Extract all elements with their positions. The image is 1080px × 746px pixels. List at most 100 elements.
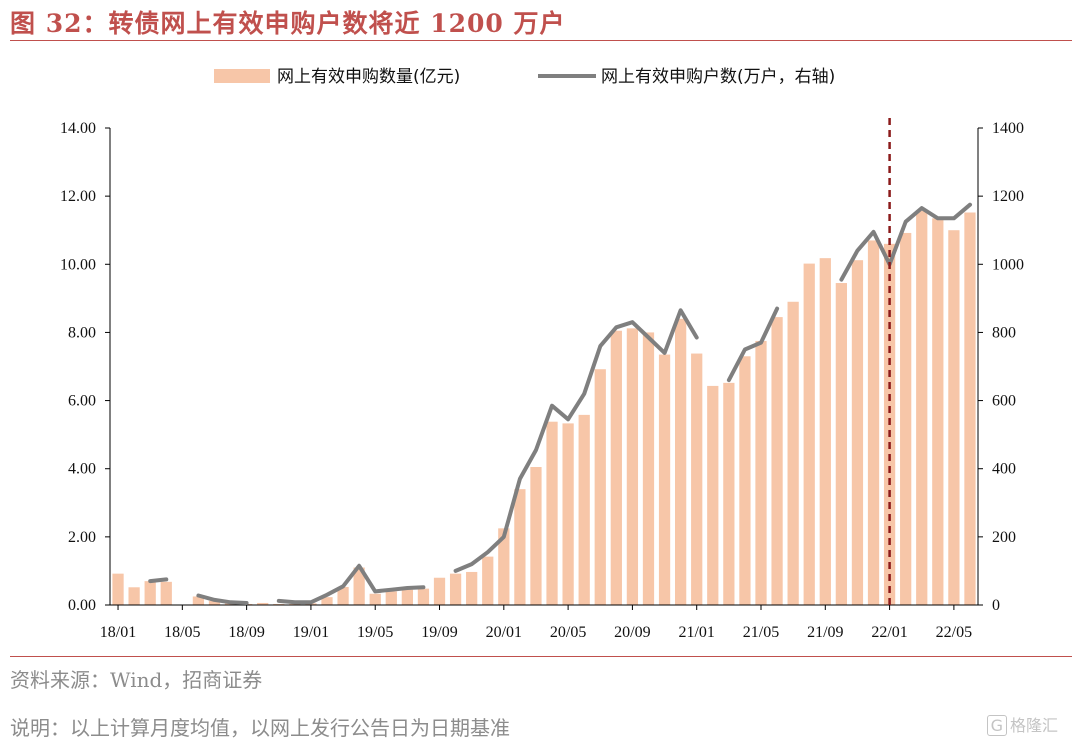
- bar: [803, 263, 815, 605]
- bar: [771, 317, 783, 605]
- axes: 0.00 2.00 4.00 6.00 8.00 10.00 12.00 14.00 0 200 4…: [60, 120, 1024, 641]
- x-tick-label: 18/01: [100, 624, 136, 641]
- source-note: 资料来源：Wind，招商证券: [10, 668, 263, 692]
- right-tick-label: 1200: [992, 188, 1024, 205]
- bar: [128, 587, 140, 605]
- left-tick-label: 14.00: [60, 120, 96, 137]
- left-tick-label: 0.00: [68, 597, 96, 614]
- bar: [417, 588, 430, 605]
- bar: [369, 593, 381, 605]
- x-tick-label: 22/01: [871, 624, 907, 641]
- right-tick-label: 1000: [992, 256, 1024, 273]
- logo-mark: G: [986, 715, 1007, 736]
- x-tick-label: 22/05: [936, 624, 972, 641]
- bar: [578, 414, 590, 605]
- bar: [916, 210, 928, 605]
- left-tick-label: 6.00: [68, 393, 96, 410]
- x-tick-label: 18/05: [164, 624, 200, 641]
- bar: [289, 603, 301, 605]
- figure-title: 图 32：转债网上有效申购户数将近 1200 万户: [10, 9, 566, 38]
- bar: [401, 589, 413, 605]
- right-tick-label: 1400: [992, 120, 1024, 137]
- bar: [257, 602, 269, 605]
- line-segment: [453, 308, 699, 573]
- line-segment: [276, 563, 426, 605]
- bar: [273, 603, 285, 605]
- logo-text: 格隆汇: [1009, 716, 1058, 735]
- bar: [594, 369, 606, 605]
- right-tick-label: 0: [992, 597, 1000, 614]
- x-tick-label: 19/01: [293, 624, 329, 641]
- x-tick-label: 21/05: [743, 624, 779, 641]
- bar: [851, 260, 864, 605]
- legend: 网上有效申购数量(亿元) 网上有效申购户数(万户，右轴): [214, 67, 835, 87]
- bar: [964, 212, 976, 606]
- bar: [192, 596, 205, 605]
- bar: [449, 573, 462, 605]
- watermark-logo: G 格隆汇: [986, 712, 1058, 736]
- bar: [112, 573, 124, 605]
- right-tick-label: 800: [992, 324, 1016, 341]
- bar: [900, 232, 912, 605]
- bar: [498, 528, 510, 605]
- bar: [337, 586, 349, 605]
- line-segment: [726, 306, 780, 383]
- x-tick-label: 19/09: [421, 624, 457, 641]
- bar: [707, 385, 719, 605]
- x-tick-label: 19/05: [357, 624, 393, 641]
- line-segment: [196, 593, 249, 605]
- method-note: 说明：以上计算月度均值，以网上发行公告日为日期基准: [10, 716, 510, 740]
- bar: [433, 577, 446, 605]
- left-tick-label: 10.00: [60, 256, 96, 273]
- x-tick-label: 20/01: [486, 624, 522, 641]
- legend-swatch-bar: [214, 69, 270, 83]
- bar: [867, 240, 880, 605]
- bar: [208, 600, 221, 605]
- bar: [385, 591, 397, 605]
- line-segment: [148, 577, 169, 584]
- bar: [835, 283, 847, 605]
- bar: [514, 489, 526, 605]
- x-tick-label: 20/09: [614, 624, 650, 641]
- bar: [691, 353, 703, 605]
- right-tick-label: 200: [992, 529, 1016, 546]
- left-tick-label: 4.00: [68, 461, 96, 478]
- legend-label-bar: 网上有效申购数量(亿元): [277, 67, 460, 87]
- bar: [353, 567, 365, 605]
- bar: [819, 258, 831, 605]
- x-tick-label: 21/09: [807, 624, 843, 641]
- bar: [755, 340, 767, 605]
- bar: [321, 597, 333, 605]
- bar: [546, 421, 558, 605]
- bar: [610, 330, 622, 605]
- line-segment: [839, 202, 972, 282]
- title-rule: [10, 40, 1072, 41]
- bar: [787, 301, 799, 605]
- bar: [144, 581, 156, 605]
- bar: [626, 328, 639, 605]
- bar: [723, 382, 735, 605]
- right-tick-label: 600: [992, 393, 1016, 410]
- x-tick-label: 18/09: [228, 624, 264, 641]
- bar: [482, 556, 494, 605]
- bar: [530, 467, 542, 605]
- right-tick-label: 400: [992, 461, 1016, 478]
- legend-label-line: 网上有效申购户数(万户，右轴): [601, 67, 835, 87]
- bar: [562, 423, 574, 605]
- left-tick-label: 2.00: [68, 529, 96, 546]
- line-series: [148, 202, 972, 605]
- x-tick-label: 20/05: [550, 624, 586, 641]
- bar: [658, 354, 671, 605]
- bar: [642, 332, 655, 605]
- bar: [948, 230, 960, 605]
- x-tick-label: 21/01: [678, 624, 714, 641]
- left-tick-label: 8.00: [68, 324, 96, 341]
- footer-rule: [10, 656, 1072, 657]
- bar: [675, 318, 687, 605]
- bar: [932, 218, 944, 605]
- bar: [466, 571, 478, 605]
- bar: [739, 356, 751, 605]
- bar: [160, 581, 172, 605]
- left-tick-label: 12.00: [60, 188, 96, 205]
